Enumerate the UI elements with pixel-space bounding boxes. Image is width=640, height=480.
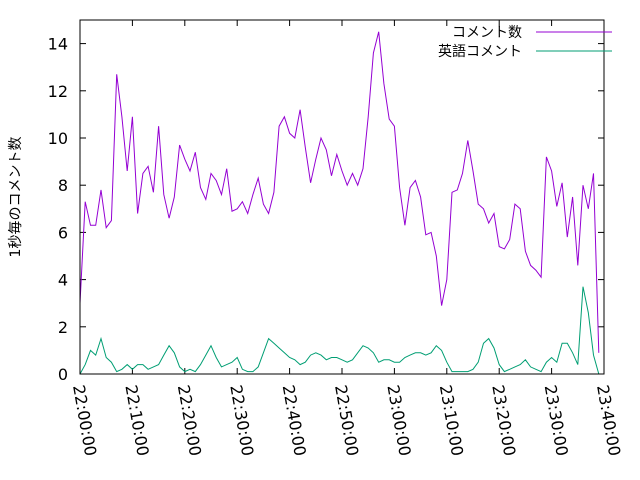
axis-ticks bbox=[79, 20, 605, 375]
legend-label: コメント数 bbox=[452, 25, 522, 41]
plot-frame bbox=[79, 19, 605, 375]
y-tick-label: 12 bbox=[48, 82, 68, 101]
y-tick-label: 14 bbox=[48, 35, 68, 54]
x-tick-label: 23:20:00 bbox=[488, 383, 519, 457]
y-tick-label: 0 bbox=[58, 365, 68, 384]
x-tick-label: 23:10:00 bbox=[436, 383, 467, 457]
y-tick-labels: 0 2 4 6 8 10 12 14 bbox=[48, 35, 68, 384]
y-tick-label: 10 bbox=[48, 129, 68, 148]
x-tick-label: 22:40:00 bbox=[279, 383, 310, 457]
series-line bbox=[79, 31, 600, 353]
y-tick-label: 8 bbox=[58, 176, 68, 195]
series-line bbox=[79, 286, 600, 375]
x-tick-label: 22:50:00 bbox=[331, 383, 362, 457]
x-tick-labels: 22:00:00 22:10:00 22:20:00 22:30:00 22:40:00… bbox=[69, 383, 624, 457]
x-tick-label: 22:10:00 bbox=[121, 383, 152, 457]
y-tick-label: 6 bbox=[58, 223, 68, 242]
x-tick-label: 23:30:00 bbox=[541, 383, 572, 457]
y-tick-label: 4 bbox=[58, 271, 68, 290]
series-lines bbox=[79, 31, 600, 375]
legend-label: 英語コメント bbox=[438, 43, 522, 60]
y-tick-label: 2 bbox=[58, 318, 68, 337]
x-tick-label: 22:20:00 bbox=[174, 383, 205, 457]
x-tick-label: 22:30:00 bbox=[226, 383, 257, 457]
x-tick-label: 22:00:00 bbox=[69, 383, 100, 457]
x-tick-label: 23:40:00 bbox=[593, 383, 624, 457]
x-tick-label: 23:00:00 bbox=[383, 383, 414, 457]
y-axis-label: 1秒毎のコメント数 bbox=[8, 137, 24, 258]
